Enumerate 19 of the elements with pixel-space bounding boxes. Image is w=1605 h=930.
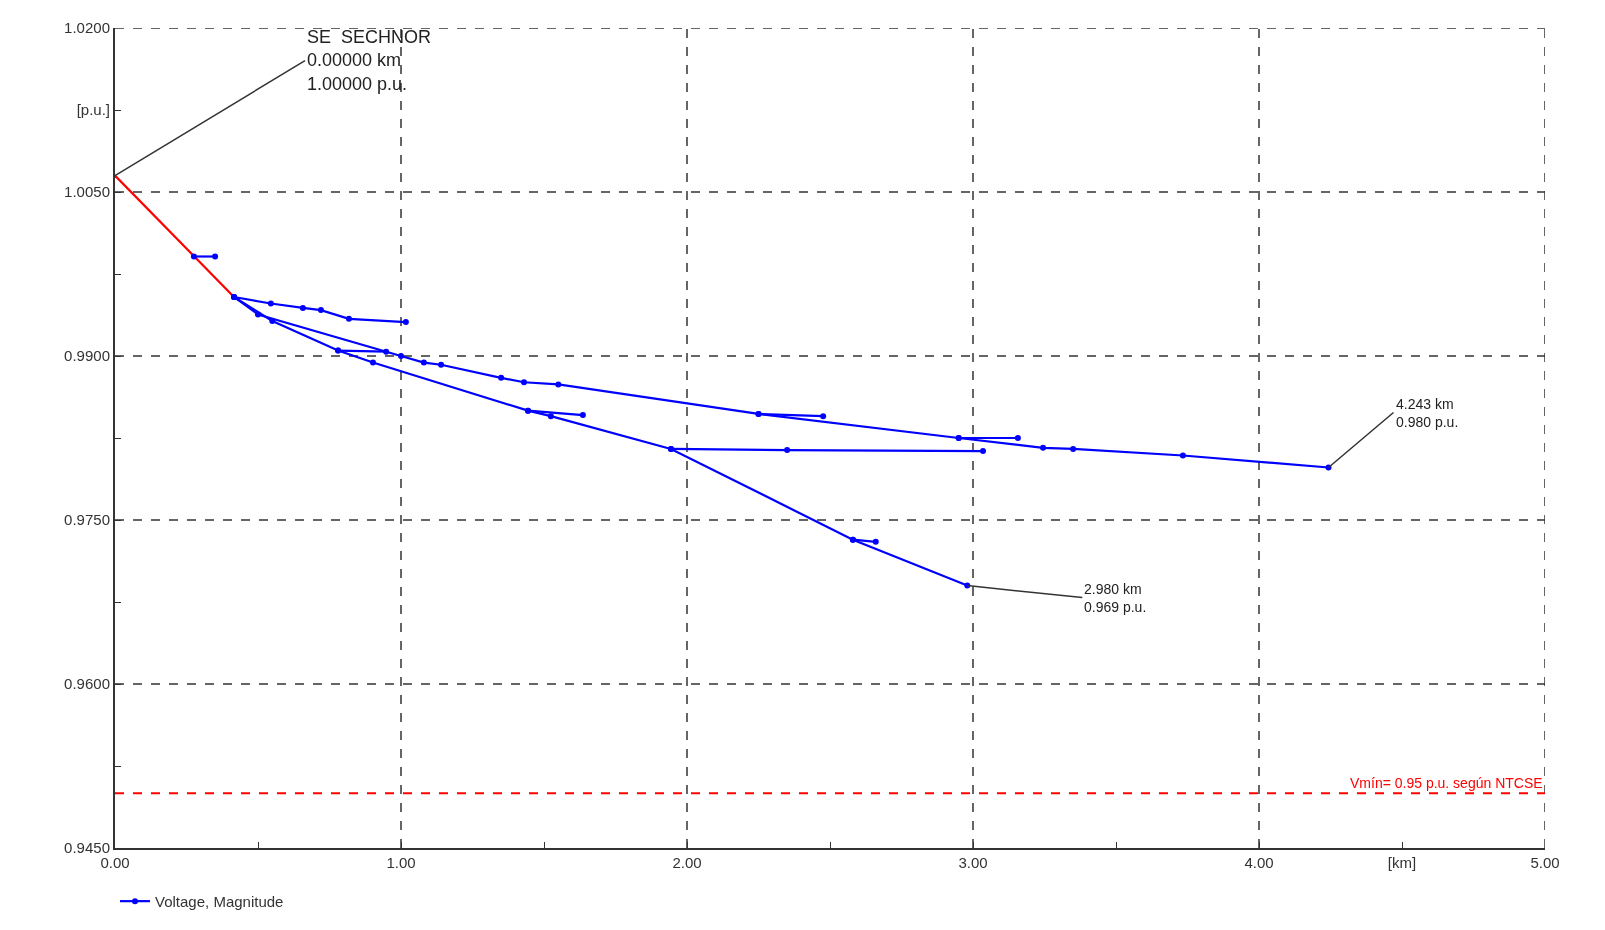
- y-tick-label: 0.9450: [64, 839, 110, 857]
- y-tick-label: 0.9750: [64, 511, 110, 529]
- y-tick-label: 0.9600: [64, 675, 110, 693]
- annotation: 2.980 km 0.969 p.u.: [1084, 581, 1147, 616]
- y-tick-label: 1.0050: [64, 183, 110, 201]
- ref-line-label: Vmín= 0.95 p.u. según NTCSE: [1350, 775, 1543, 791]
- x-tick-label: 0.00: [100, 854, 130, 871]
- x-tick-label: 1.00: [386, 854, 416, 871]
- x-tick-label: 5.00: [1530, 854, 1560, 871]
- legend-label: Voltage, Magnitude: [155, 893, 284, 910]
- y-tick-label: 1.0200: [64, 19, 110, 37]
- annotation: SE SECHNOR 0.00000 km 1.00000 p.u.: [307, 27, 432, 94]
- y-tick-label: [p.u.]: [76, 101, 110, 119]
- x-tick-label: [km]: [1387, 854, 1417, 871]
- y-tick-label: 0.9900: [64, 347, 110, 365]
- x-tick-label: 2.00: [672, 854, 702, 871]
- annotation: 4.243 km 0.980 p.u.: [1396, 396, 1459, 431]
- x-tick-label: 4.00: [1244, 854, 1274, 871]
- x-tick-label: 3.00: [958, 854, 988, 871]
